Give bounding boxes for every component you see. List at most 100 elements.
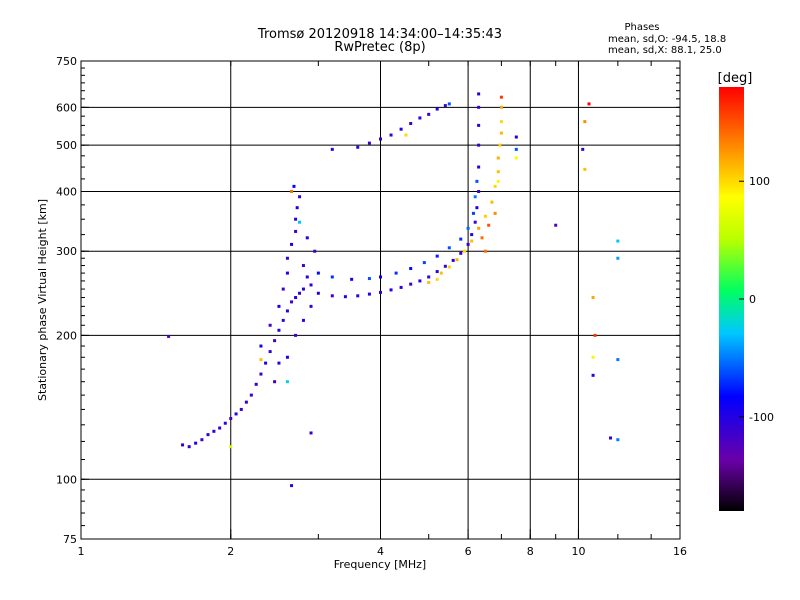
y-tick-label: 600 bbox=[56, 101, 77, 114]
chart-title: Tromsø 20120918 14:34:00–14:35:43 bbox=[257, 27, 502, 42]
data-point bbox=[350, 277, 354, 281]
data-point bbox=[477, 226, 481, 230]
data-point bbox=[439, 271, 443, 275]
data-point bbox=[477, 92, 481, 96]
data-point bbox=[499, 105, 503, 109]
data-point bbox=[223, 421, 227, 425]
data-point bbox=[309, 304, 313, 308]
data-point bbox=[483, 214, 487, 218]
data-point bbox=[466, 226, 470, 230]
data-point bbox=[285, 380, 289, 384]
data-point bbox=[477, 123, 481, 127]
y-tick-label: 500 bbox=[56, 139, 77, 152]
data-point bbox=[206, 433, 210, 437]
data-point bbox=[295, 206, 299, 210]
data-point bbox=[212, 429, 216, 433]
data-point bbox=[367, 292, 371, 296]
colorbar-label: [deg] bbox=[718, 71, 753, 86]
data-point bbox=[466, 242, 470, 246]
data-point bbox=[290, 189, 294, 193]
data-point bbox=[167, 334, 171, 338]
data-point bbox=[281, 287, 285, 291]
data-point bbox=[404, 133, 408, 137]
data-point bbox=[309, 431, 313, 435]
data-point bbox=[285, 256, 289, 260]
data-point bbox=[435, 270, 439, 274]
y-tick-label: 100 bbox=[56, 473, 77, 486]
data-point bbox=[194, 441, 198, 445]
stats-heading: Phases bbox=[624, 22, 659, 33]
data-point bbox=[616, 358, 620, 362]
data-point bbox=[475, 206, 479, 210]
data-point bbox=[277, 328, 281, 332]
data-point bbox=[514, 147, 518, 151]
colorbar-tick-label: 0 bbox=[749, 293, 756, 306]
data-point bbox=[277, 361, 281, 365]
data-point bbox=[316, 271, 320, 275]
data-point bbox=[281, 318, 285, 322]
data-point bbox=[616, 256, 620, 260]
data-point bbox=[483, 249, 487, 253]
data-point bbox=[356, 294, 360, 298]
data-point bbox=[399, 127, 403, 131]
data-point bbox=[583, 167, 587, 171]
data-point bbox=[616, 438, 620, 442]
data-point bbox=[473, 220, 477, 224]
data-point bbox=[490, 200, 494, 204]
data-point bbox=[301, 264, 305, 268]
data-point bbox=[259, 344, 263, 348]
data-point bbox=[487, 223, 491, 227]
data-point bbox=[459, 237, 463, 241]
data-point bbox=[285, 271, 289, 275]
data-point bbox=[229, 445, 233, 449]
data-point bbox=[447, 102, 451, 106]
data-point bbox=[493, 211, 497, 215]
grid bbox=[81, 61, 680, 539]
axis-ticks: 1 2 4 6 8 10 16 75 100 200 300 400 500 600 750 bbox=[56, 55, 687, 558]
data-point bbox=[268, 350, 272, 354]
data-point bbox=[330, 275, 334, 279]
stats-line-x: mean, sd,X: 88.1, 25.0 bbox=[608, 45, 722, 56]
data-point bbox=[496, 179, 500, 183]
data-point bbox=[356, 145, 360, 149]
data-point bbox=[181, 443, 185, 447]
data-point bbox=[290, 242, 294, 246]
data-point bbox=[459, 251, 463, 255]
data-point bbox=[477, 165, 481, 169]
data-point bbox=[254, 382, 258, 386]
data-point bbox=[187, 445, 191, 449]
data-point bbox=[343, 295, 347, 299]
data-point bbox=[581, 147, 585, 151]
y-tick-label: 750 bbox=[56, 55, 77, 68]
data-point bbox=[273, 380, 277, 384]
data-point bbox=[409, 267, 413, 271]
data-point bbox=[298, 291, 302, 295]
data-point bbox=[273, 339, 277, 343]
data-points bbox=[167, 92, 620, 488]
data-point bbox=[591, 296, 595, 300]
x-tick-label: 8 bbox=[527, 545, 534, 558]
data-point bbox=[587, 102, 591, 106]
data-point bbox=[316, 291, 320, 295]
data-point bbox=[367, 277, 371, 281]
data-point bbox=[285, 309, 289, 313]
data-point bbox=[259, 372, 263, 376]
data-point bbox=[268, 323, 272, 327]
data-point bbox=[394, 271, 398, 275]
data-point bbox=[418, 279, 422, 283]
data-point bbox=[292, 184, 296, 188]
data-point bbox=[379, 137, 382, 141]
data-point bbox=[200, 438, 204, 442]
data-point bbox=[475, 179, 479, 183]
data-point bbox=[330, 294, 334, 298]
data-point bbox=[554, 223, 558, 227]
data-point bbox=[427, 112, 431, 116]
stats-line-o: mean, sd,O: -94.5, 18.8 bbox=[608, 34, 726, 45]
data-point bbox=[496, 170, 500, 174]
chart-subtitle: RwPretec (8p) bbox=[334, 40, 425, 55]
data-point bbox=[514, 156, 518, 160]
data-point bbox=[616, 239, 620, 243]
data-point bbox=[389, 288, 393, 292]
data-point bbox=[229, 417, 233, 421]
